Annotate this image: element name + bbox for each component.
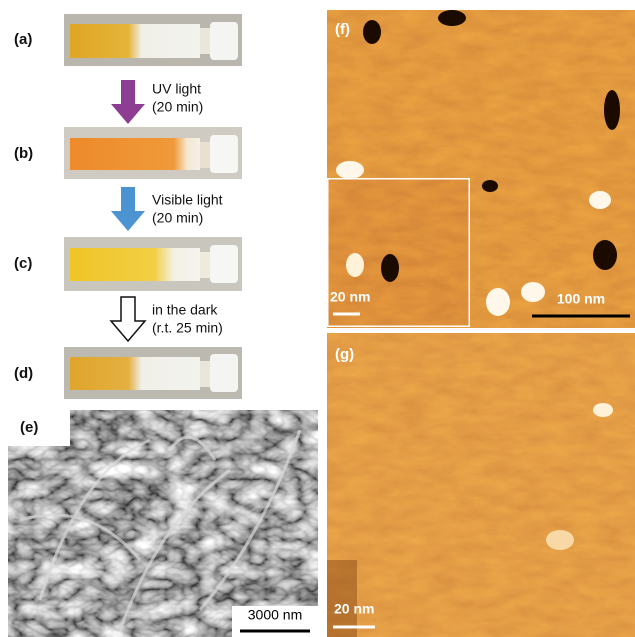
step-text: Visible light [152, 192, 223, 208]
figure: (a) (b) (c) (d) UV light (20 min) Visibl… [0, 0, 635, 637]
panel-label: (b) [14, 145, 33, 162]
scale-bar-label: 3000 nm [248, 607, 302, 623]
afm-image-g [327, 333, 635, 637]
step-text: (20 min) [152, 99, 203, 115]
step-text: (20 min) [152, 210, 203, 226]
panel-label: (a) [14, 31, 32, 48]
uv-arrow [111, 80, 145, 124]
scale-bar-label: 20 nm [334, 601, 374, 617]
scale-bar-label: 100 nm [557, 291, 605, 307]
step-text: (r.t. 25 min) [152, 320, 223, 336]
cuvette-c [64, 237, 242, 291]
visible-arrow [111, 187, 145, 231]
panel-label: (e) [20, 419, 38, 436]
step-text: UV light [152, 81, 201, 97]
panel-label: (g) [335, 346, 354, 363]
sem-image [8, 410, 318, 637]
cuvette-b [64, 127, 242, 179]
scale-bar-label: 20 nm [330, 289, 370, 305]
panel-label: (d) [14, 365, 33, 382]
afm-image-f [327, 10, 635, 328]
cuvette-a [64, 14, 242, 66]
dark-arrow [111, 297, 145, 341]
panel-label: (c) [14, 255, 32, 272]
panel-label: (f) [335, 21, 350, 38]
step-text: in the dark [152, 302, 218, 318]
cuvette-d [64, 347, 242, 399]
